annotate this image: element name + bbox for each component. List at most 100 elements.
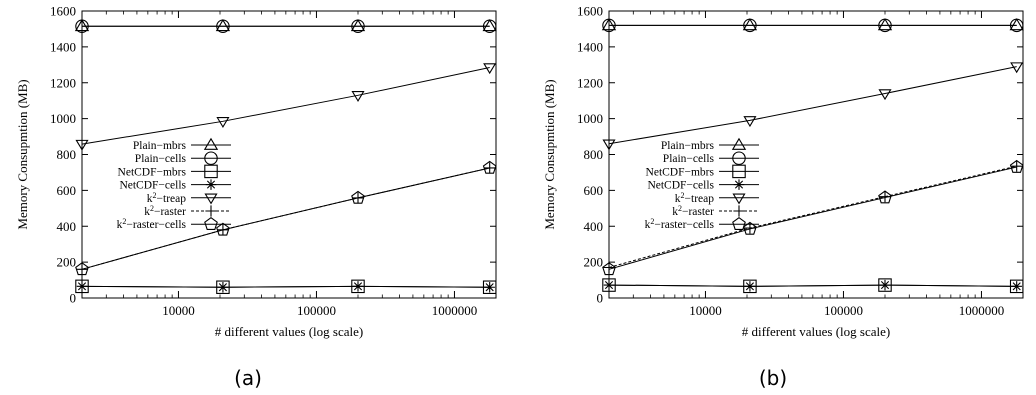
legend-label-part: −raster — [682, 206, 714, 218]
series-6 — [602, 159, 1024, 276]
legend-label: NetCDF−mbrs — [646, 166, 715, 178]
data-point — [484, 281, 495, 293]
y-tick-label: 400 — [57, 219, 77, 234]
data-point — [74, 18, 90, 32]
y-tick-label: 0 — [70, 291, 77, 306]
series-3 — [76, 281, 495, 293]
x-tick-label: 10000 — [689, 303, 722, 318]
x-axis-label: # different values (log scale) — [742, 324, 890, 339]
legend-marker — [204, 193, 218, 205]
legend-marker — [732, 151, 746, 165]
legend-label: NetCDF−cells — [647, 180, 714, 192]
x-tick-label: 10000 — [162, 303, 195, 318]
data-point — [603, 261, 615, 274]
y-axis-label: Memory Consupmtion (MB) — [542, 79, 557, 229]
data-point — [878, 18, 892, 33]
series-0 — [74, 18, 497, 32]
data-point — [601, 18, 617, 31]
data-point — [743, 116, 757, 128]
legend-label-part: −raster−cells — [126, 219, 186, 231]
y-tick-label: 1600 — [50, 4, 76, 19]
y-tick-label: 600 — [57, 183, 77, 198]
data-point — [482, 19, 497, 33]
data-point — [744, 281, 756, 292]
data-point — [216, 19, 230, 33]
data-point — [603, 279, 615, 291]
legend-label: Plain−mbrs — [133, 140, 187, 152]
data-point — [1011, 160, 1023, 172]
series-6 — [75, 160, 497, 276]
y-tick-label: 800 — [584, 147, 604, 162]
series-line — [608, 284, 1017, 287]
legend-label-superscript: 2 — [678, 204, 682, 213]
data-point — [602, 18, 616, 33]
legend-marker — [731, 137, 747, 150]
x-tick-label: 100000 — [297, 303, 336, 318]
y-tick-label: 1200 — [50, 75, 76, 90]
data-point — [1009, 18, 1024, 33]
legend-label: k2−treap — [147, 190, 186, 205]
data-point — [350, 18, 366, 32]
x-tick-label: 1000000 — [432, 303, 478, 318]
series-4 — [75, 63, 497, 151]
y-tick-label: 1400 — [50, 39, 76, 54]
legend-label-superscript: 2 — [681, 190, 685, 199]
legend-label: k2−raster — [672, 204, 714, 219]
legend-label-superscript: 2 — [150, 204, 154, 213]
legend-label-superscript: 2 — [650, 217, 654, 226]
legend-label: NetCDF−cells — [119, 180, 186, 192]
legend-label-part: k — [144, 206, 150, 218]
data-point — [216, 117, 230, 128]
data-point — [742, 18, 758, 31]
data-point — [75, 19, 89, 33]
legend-label-superscript: 2 — [153, 190, 157, 199]
data-point — [879, 279, 891, 291]
legend-marker — [205, 205, 217, 217]
series-1 — [602, 18, 1024, 33]
y-tick-label: 400 — [584, 219, 604, 234]
legend-label-part: −treap — [157, 193, 187, 205]
y-tick-label: 200 — [584, 255, 604, 270]
y-tick-label: 600 — [584, 183, 604, 198]
legend-label-part: k — [672, 206, 678, 218]
data-point — [483, 63, 497, 75]
data-point — [352, 281, 364, 292]
data-point — [602, 262, 616, 276]
legend-marker — [732, 217, 746, 231]
data-point — [743, 18, 757, 33]
legend-label-part: k — [675, 193, 681, 205]
legend-marker — [732, 193, 746, 205]
y-tick-label: 1400 — [577, 39, 603, 54]
legend-marker — [204, 217, 218, 231]
legend-marker — [733, 179, 745, 190]
y-tick-label: 1000 — [577, 111, 603, 126]
y-tick-label: 1200 — [577, 75, 603, 90]
legend-marker — [205, 179, 217, 190]
x-axis-label: # different values (log scale) — [215, 324, 363, 339]
data-point — [75, 262, 89, 276]
data-point — [1010, 62, 1024, 74]
series-1 — [75, 19, 497, 33]
data-point — [482, 160, 497, 174]
legend-label: Plain−cells — [663, 153, 715, 165]
legend-marker — [732, 164, 746, 179]
series-0 — [601, 18, 1024, 31]
data-point — [1009, 159, 1024, 173]
chart-panel-b: 0 200 400 600 800 1000 1200 1400 1600 10000 100000… — [542, 4, 1024, 390]
legend-label: k2−raster−cells — [645, 217, 715, 232]
data-point — [482, 18, 497, 32]
legend-label-part: k — [147, 193, 153, 205]
legend-label: Plain−mbrs — [661, 140, 715, 152]
data-point — [216, 222, 230, 236]
data-point — [877, 18, 893, 31]
legend-label-part: −raster — [154, 206, 186, 218]
series-line — [608, 66, 1017, 145]
data-point — [351, 91, 365, 102]
legend-label: Plain−cells — [135, 153, 187, 165]
series-line — [608, 166, 1017, 270]
data-point — [215, 18, 231, 32]
y-tick-label: 800 — [57, 147, 77, 162]
legend-label: k2−treap — [675, 190, 714, 205]
